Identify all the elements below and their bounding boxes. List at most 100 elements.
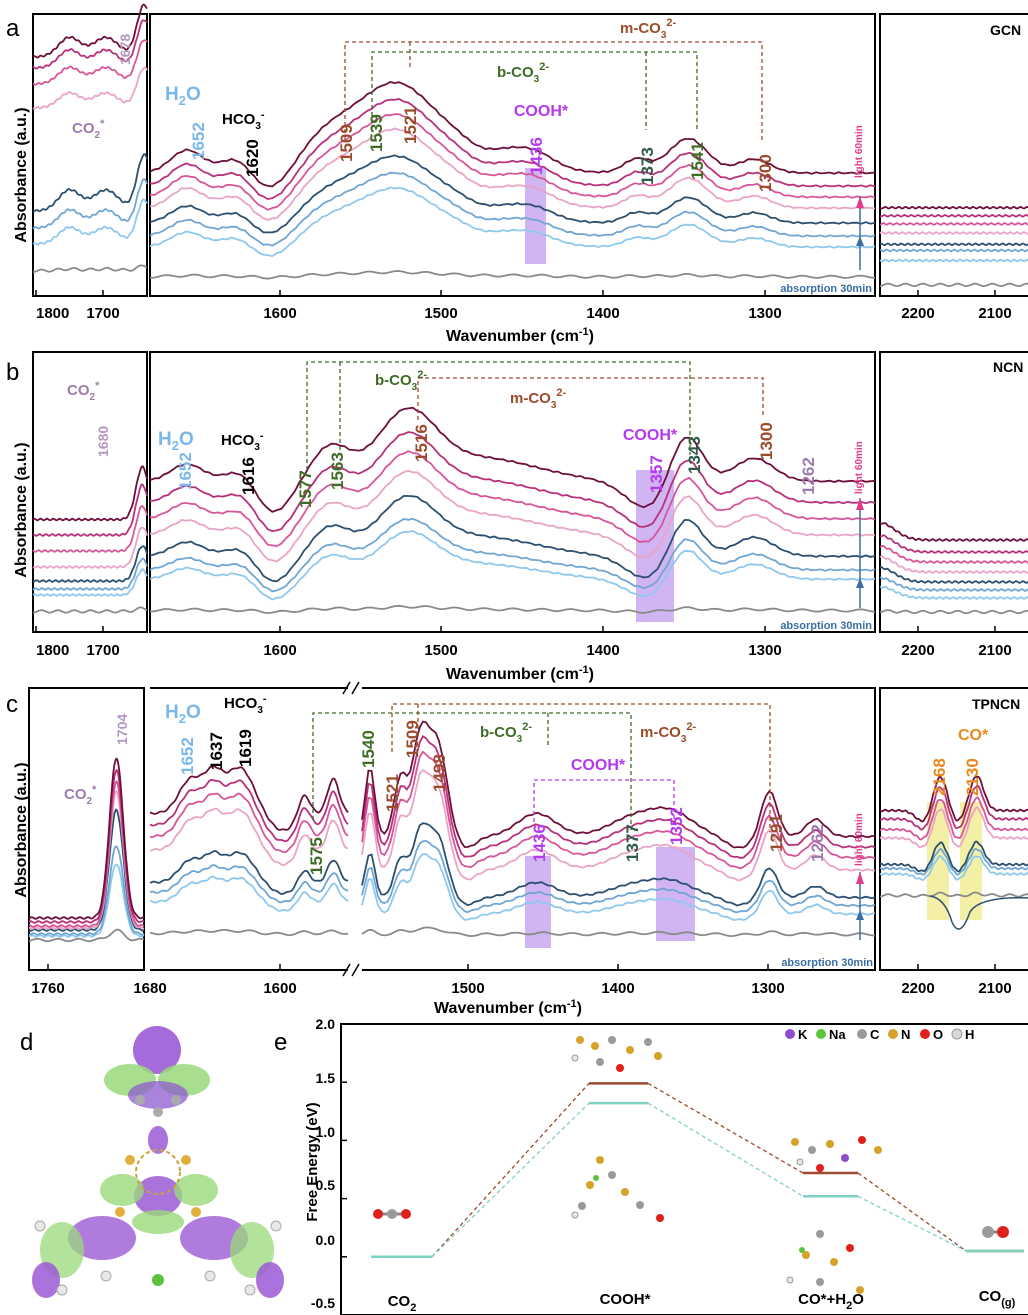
energy-connector-k-3 <box>857 1172 967 1252</box>
peak-1352: 1352 <box>667 807 686 845</box>
time-arrow-blue-head <box>856 910 864 920</box>
spectrum-b-left-light-2 <box>32 505 148 553</box>
legend-item: C <box>870 1027 880 1042</box>
ytick-label: 1.0 <box>316 1124 336 1140</box>
peak-1637: 1637 <box>207 732 226 770</box>
co-gas-molecule-image <box>982 1226 1009 1238</box>
peak-1577: 1577 <box>296 470 315 508</box>
energy-connector-na-1 <box>431 1102 590 1258</box>
legend-light-60min: light 60min <box>854 813 865 866</box>
spectrum-b-left-absorption-3 <box>32 545 148 583</box>
spectrum-b-left-light-1 <box>32 526 148 569</box>
tick-label: 1300 <box>748 642 781 659</box>
peak-1652: 1652 <box>176 452 195 490</box>
peak-2168: 2168 <box>930 758 949 796</box>
label-m-co3: m-CO32- <box>510 387 567 411</box>
cooh-na-structure-image <box>571 1156 664 1222</box>
peak-1343: 1343 <box>685 436 704 474</box>
spectrum-c-right-light-4 <box>879 775 1028 823</box>
label-b-co3: b-CO32- <box>497 61 549 85</box>
energy-connector-k-2 <box>647 1082 804 1174</box>
time-arrow-blue-head <box>856 236 864 246</box>
spectrum-c-mid1-light-1 <box>149 807 349 867</box>
spectrum-b-right-light-3 <box>879 534 1028 554</box>
panel-b-spectra <box>32 406 1028 615</box>
label-cooh: COOH* <box>514 103 569 120</box>
tick-label: 1700 <box>86 642 119 659</box>
energy-connector-na-2 <box>647 1102 804 1197</box>
ytick-label: 1.5 <box>316 1070 336 1086</box>
panel-c-co-highlight-1 <box>927 802 949 920</box>
legend-item: K <box>798 1027 808 1042</box>
label-m-co3: m-CO32- <box>640 721 697 745</box>
panel-b-ticks <box>35 626 996 632</box>
spectrum-c-mid1-absorption-2 <box>149 864 349 904</box>
panel-d: d <box>20 1026 284 1298</box>
spectrum-c-right-absorption-3 <box>879 840 1028 873</box>
spectrum-a-absorption-2 <box>149 171 876 247</box>
spectrum-a-light-1 <box>149 127 876 221</box>
m-co3-bracket <box>391 703 771 832</box>
spectrum-b-left-absorption-2 <box>32 557 148 591</box>
spectrum-c-mid2-light-2 <box>361 750 876 870</box>
peak-1539: 1539 <box>367 114 386 152</box>
panel-c: c Absorbance (a.u.) 1760 1680 1600 1500 … <box>6 681 1028 1017</box>
spectrum-b-left-light-3 <box>32 483 148 537</box>
panel-e-yticks <box>341 1023 347 1315</box>
spectrum-a-right-absorption-3 <box>879 242 1028 247</box>
panel-b-xlabel: Wavenumber (cm-1) <box>446 664 594 683</box>
tick-label: 1600 <box>263 305 296 322</box>
label-cooh: COOH* <box>623 427 678 444</box>
panel-c-cooh-highlight-2 <box>656 847 695 941</box>
tick-label: 2200 <box>901 980 934 997</box>
spectrum-c-mid1-light-3 <box>149 778 349 842</box>
tick-label: 1400 <box>601 980 634 997</box>
peak-1373: 1373 <box>638 147 657 185</box>
legend-item: N <box>901 1027 910 1042</box>
spectrum-c-mid2-light-3 <box>361 734 876 859</box>
spectrum-a-right-light-3 <box>879 214 1028 218</box>
spectrum-c-right-light-3 <box>879 785 1028 831</box>
tick-label: 1800 <box>36 305 69 322</box>
spectrum-b-light-4 <box>149 406 876 513</box>
tick-label: 2100 <box>978 980 1011 997</box>
time-arrow-blue-head <box>856 578 864 588</box>
spectrum-a-left-light-2 <box>32 39 148 86</box>
peak-1300: 1300 <box>756 154 775 192</box>
peak-1575: 1575 <box>307 837 326 875</box>
spectrum-b-light-1 <box>149 469 876 563</box>
spectrum-a-right-light-1 <box>879 231 1028 235</box>
time-arrow-pink-head <box>856 872 864 884</box>
charge-density-difference-image <box>32 1026 284 1298</box>
state-label: CO(g) <box>979 1288 1016 1309</box>
peak-1498: 1498 <box>430 754 449 792</box>
peak-1620: 1620 <box>243 139 262 177</box>
spectrum-c-mid1-absorption-1 <box>150 875 349 912</box>
spectrum-a-left-light-1 <box>32 66 148 110</box>
peak-1436: 1436 <box>527 137 546 175</box>
tick-label: 1300 <box>748 305 781 322</box>
peak-1541: 1541 <box>688 142 707 180</box>
state-label: CO2 <box>388 1293 417 1314</box>
tick-label: 1700 <box>86 305 119 322</box>
spectrum-a-light-4 <box>149 81 876 188</box>
peak-1436: 1436 <box>530 824 549 862</box>
spectrum-b-left-absorption-1 <box>32 568 148 597</box>
legend-item: O <box>933 1027 943 1042</box>
legend-item: H <box>965 1027 974 1042</box>
spectrum-a-right-light-4 <box>879 205 1028 210</box>
peak-1680: 1680 <box>95 426 111 457</box>
spectrum-c-right-light-1 <box>879 806 1028 849</box>
axis-break-mark <box>342 681 360 977</box>
spectrum-c-mid1-light-2 <box>149 792 349 854</box>
spectrum-c-left-baseline <box>28 928 145 943</box>
legend-item: Na <box>829 1027 846 1042</box>
time-arrow-pink-head <box>856 196 864 208</box>
peak-1652: 1652 <box>178 737 197 775</box>
label-co-adsorbed: CO* <box>958 727 989 744</box>
tick-label: 1400 <box>586 642 619 659</box>
spectrum-b-right-light-2 <box>879 544 1028 564</box>
panel-b: b Absorbance (a.u.) 1800 1700 1600 1500 … <box>6 351 1028 683</box>
label-h2o: H2O <box>165 84 201 108</box>
panel-a-right-frame <box>879 13 1028 297</box>
